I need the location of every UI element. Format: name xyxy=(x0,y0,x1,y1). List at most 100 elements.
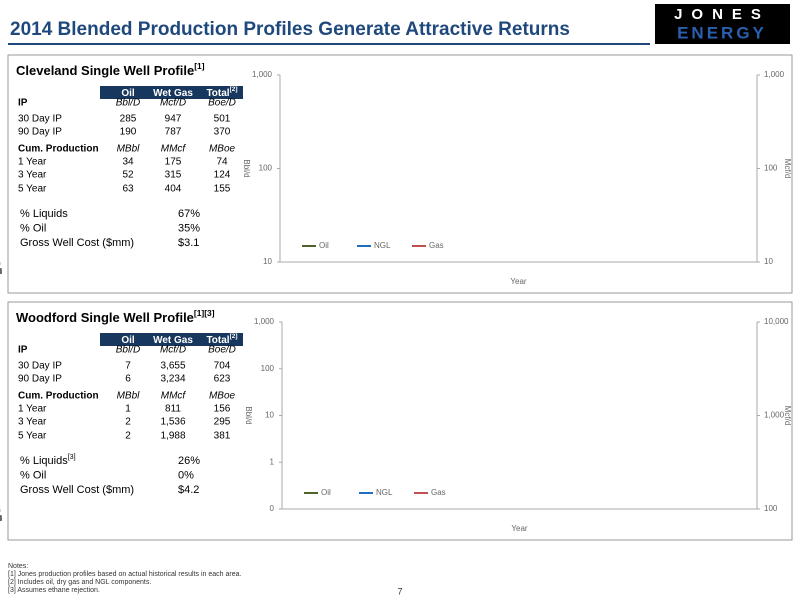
table-cell: 124 xyxy=(214,170,231,181)
row-label: Cum. Production xyxy=(18,144,99,155)
superscript: [3] xyxy=(68,453,76,461)
stat-value: 67% xyxy=(178,208,200,220)
table-cell: MMcf xyxy=(161,144,187,155)
row-label: 90 Day IP xyxy=(18,374,62,385)
stat-value: $4.2 xyxy=(178,484,199,496)
y2-tick-label: 1,000 xyxy=(764,411,785,420)
panel-title: Cleveland Single Well Profile[1] xyxy=(16,61,205,78)
stat-label-text: % Oil xyxy=(20,469,46,481)
column-header: Wet Gas xyxy=(153,88,193,99)
x-tick-label: 1 xyxy=(0,267,3,276)
table-cell: 404 xyxy=(165,184,182,195)
y2-axis-label: Mcf/d xyxy=(783,159,792,179)
stat-label: Gross Well Cost ($mm) xyxy=(20,237,134,249)
table-cell: 501 xyxy=(214,114,231,125)
row-label: 3 Year xyxy=(18,170,47,181)
logo-box xyxy=(655,4,790,44)
table-cell: 3,234 xyxy=(160,374,185,385)
y-axis-label: Bbl/d xyxy=(244,406,253,424)
table-cell: 381 xyxy=(214,431,231,442)
table-cell: 7 xyxy=(125,361,131,372)
superscript: [2] xyxy=(230,333,238,340)
row-label: IP xyxy=(18,345,28,356)
column-header-text: Oil xyxy=(121,88,135,99)
y-tick-label: 0 xyxy=(270,504,275,513)
stat-label-text: % Oil xyxy=(20,222,46,234)
superscript: [1][3] xyxy=(194,308,215,318)
table-header-bar xyxy=(100,333,243,346)
table-cell: MBbl xyxy=(117,144,141,155)
column-header: Wet Gas xyxy=(153,335,193,346)
y-tick-label: 100 xyxy=(259,164,273,173)
table-cell: 1,988 xyxy=(160,431,185,442)
stat-value: $3.1 xyxy=(178,237,199,249)
table-cell: Boe/D xyxy=(208,98,236,109)
stat-label-text: % Liquids xyxy=(20,455,68,467)
row-label: 1 Year xyxy=(18,404,47,415)
note: [3] Assumes ethane rejection. xyxy=(8,587,100,594)
x-tick-label: 0 xyxy=(0,267,3,276)
row-label: 3 Year xyxy=(18,417,47,428)
table-cell: 947 xyxy=(165,114,182,125)
note: [2] Includes oil, dry gas and NGL compon… xyxy=(8,579,151,586)
row-label: 90 Day IP xyxy=(18,127,62,138)
table-cell: 370 xyxy=(214,127,231,138)
table-cell: 2 xyxy=(125,417,131,428)
column-header: Total[2] xyxy=(206,86,237,98)
slide-title: 2014 Blended Production Profiles Generat… xyxy=(10,19,570,40)
legend-label: Gas xyxy=(431,488,446,497)
column-header: Total[2] xyxy=(206,333,237,345)
x-tick-label: 1 xyxy=(0,514,3,523)
legend-label: NGL xyxy=(376,488,393,497)
x-tick-label: 5 xyxy=(0,267,3,276)
y-tick-label: 10 xyxy=(263,257,272,266)
legend-label: NGL xyxy=(374,241,391,250)
table-cell: 623 xyxy=(214,374,231,385)
y-tick-label: 1 xyxy=(270,457,275,466)
table-cell: Mcf/D xyxy=(160,345,186,356)
stat-label-text: Gross Well Cost ($mm) xyxy=(20,237,134,249)
table-cell: 315 xyxy=(165,170,182,181)
table-cell: 6 xyxy=(125,374,131,385)
logo-top: JONES xyxy=(674,6,770,23)
table-cell: 3,655 xyxy=(160,361,185,372)
table-cell: MBbl xyxy=(117,391,141,402)
x-tick-label: 3 xyxy=(0,267,3,276)
table-cell: 175 xyxy=(165,157,182,168)
column-header-text: Wet Gas xyxy=(153,88,193,99)
table-cell: 295 xyxy=(214,417,231,428)
stat-label-text: % Liquids xyxy=(20,208,68,220)
legend-label: Oil xyxy=(319,241,329,250)
row-label: 30 Day IP xyxy=(18,361,62,372)
y2-tick-label: 1,000 xyxy=(764,70,785,79)
table-cell: Mcf/D xyxy=(160,98,186,109)
table-cell: 52 xyxy=(122,170,134,181)
logo-bottom: ENERGY xyxy=(677,23,767,42)
superscript: [2] xyxy=(230,86,238,93)
table-cell: 704 xyxy=(214,361,231,372)
x-axis-label: Year xyxy=(511,524,528,533)
table-cell: Bbl/D xyxy=(116,98,140,109)
stat-label: % Oil xyxy=(20,469,46,481)
page-number: 7 xyxy=(397,586,402,596)
legend-label: Gas xyxy=(429,241,444,250)
y-tick-label: 1,000 xyxy=(254,317,275,326)
y-axis-label: Bbl/d xyxy=(242,159,251,177)
stat-value: 26% xyxy=(178,455,200,467)
stat-label: % Oil xyxy=(20,222,46,234)
stat-label: Gross Well Cost ($mm) xyxy=(20,484,134,496)
table-cell: 2 xyxy=(125,431,131,442)
y2-axis-label: Mcf/d xyxy=(783,406,792,426)
table-cell: 1 xyxy=(125,404,131,415)
row-label: Cum. Production xyxy=(18,391,99,402)
x-tick-label: 3 xyxy=(0,514,3,523)
row-label: 30 Day IP xyxy=(18,114,62,125)
column-header: Oil xyxy=(121,88,135,99)
table-cell: MBoe xyxy=(209,391,236,402)
x-tick-label: 5 xyxy=(0,514,3,523)
panel-title: Woodford Single Well Profile[1][3] xyxy=(16,308,215,325)
table-cell: 190 xyxy=(120,127,137,138)
table-cell: 34 xyxy=(122,157,134,168)
